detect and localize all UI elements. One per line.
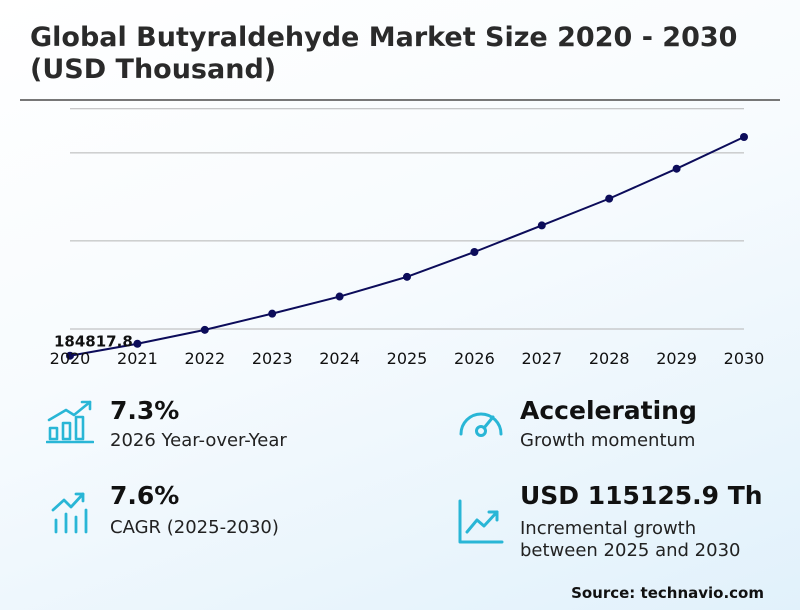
x-tick-label-2026: 2026 bbox=[454, 349, 495, 368]
stat-incremental-desc-line2: between 2025 and 2030 bbox=[520, 540, 741, 561]
line-chart: 2020 2021 2022 2023 2024 2025 2026 2027 2028 2029… bbox=[50, 108, 765, 368]
data-point-2022 bbox=[200, 325, 209, 334]
stat-yoy-desc: 2026 Year-over-Year bbox=[110, 430, 287, 451]
data-point-2020 bbox=[66, 351, 74, 360]
data-label-2020: 184817.8 bbox=[54, 333, 133, 351]
x-tick-label-2021: 2021 bbox=[117, 349, 158, 368]
x-tick-label-2024: 2024 bbox=[319, 349, 360, 368]
data-point-2027 bbox=[537, 221, 546, 230]
stat-momentum-value: Accelerating bbox=[520, 396, 697, 425]
data-point-2023 bbox=[268, 309, 277, 318]
data-point-2025 bbox=[403, 272, 411, 281]
gauge-icon bbox=[459, 412, 503, 437]
x-tick-label-2028: 2028 bbox=[589, 349, 630, 368]
title-divider bbox=[20, 99, 780, 101]
stat-incremental-desc-line1: Incremental growth bbox=[520, 518, 697, 539]
data-point-2021 bbox=[133, 339, 142, 348]
data-point-2028 bbox=[605, 194, 614, 203]
x-tick-label-2023: 2023 bbox=[252, 349, 293, 368]
data-point-2026 bbox=[470, 247, 479, 256]
trend-chart-icon bbox=[458, 499, 504, 544]
data-point-2024 bbox=[335, 292, 344, 301]
source-note: Source: technavio.com bbox=[571, 584, 764, 602]
growth-chart-icon bbox=[51, 492, 88, 534]
data-point-2029 bbox=[672, 164, 681, 173]
x-tick-label-2020: 2020 bbox=[50, 349, 91, 368]
x-tick-label-2030: 2030 bbox=[724, 349, 765, 368]
x-tick-label-2029: 2029 bbox=[656, 349, 697, 368]
bar-growth-icon bbox=[46, 400, 94, 444]
stat-incremental-value: USD 115125.9 Th bbox=[520, 481, 763, 510]
x-tick-label-2027: 2027 bbox=[521, 349, 562, 368]
series-line bbox=[69, 136, 745, 357]
x-tick-label-2025: 2025 bbox=[387, 349, 428, 368]
x-tick-label-2022: 2022 bbox=[184, 349, 225, 368]
stat-cagr-value: 7.6% bbox=[110, 481, 180, 510]
stat-yoy-value: 7.3% bbox=[110, 396, 180, 425]
stat-momentum-desc: Growth momentum bbox=[520, 430, 696, 451]
data-point-2030 bbox=[740, 132, 748, 141]
chart-title: Global Butyraldehyde Market Size 2020 - … bbox=[30, 22, 738, 85]
stat-cagr-desc: CAGR (2025-2030) bbox=[110, 517, 279, 538]
